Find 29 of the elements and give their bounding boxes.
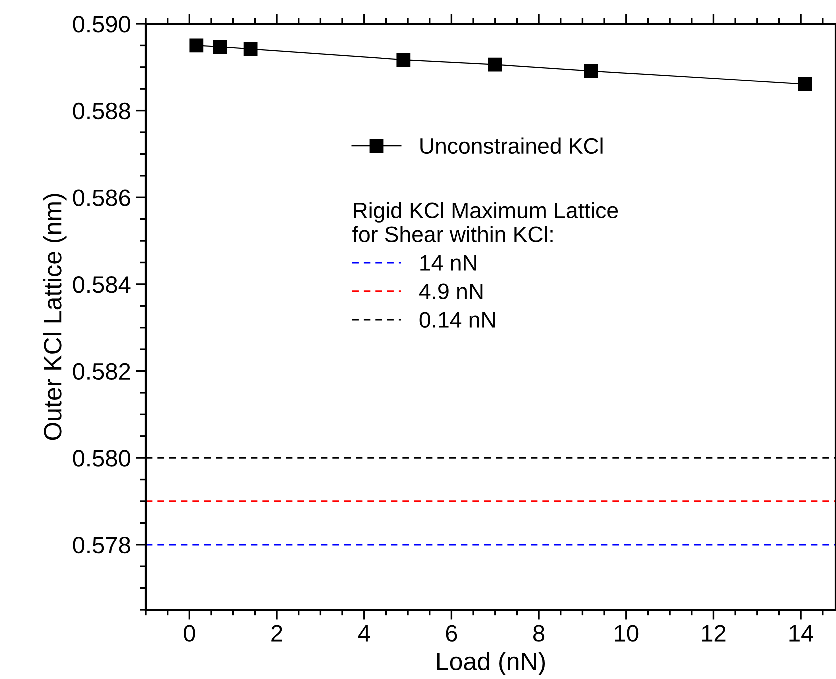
point: [190, 38, 204, 53]
legend-label: 4.9 nN: [419, 284, 483, 300]
point: [244, 42, 258, 56]
y-axis-title: Outer KCl Lattice (nm): [43, 194, 67, 440]
y-tick-label: 0.586: [73, 190, 130, 206]
x-tick-label: 0: [184, 625, 196, 642]
x-axis-title: Load (nN): [437, 652, 546, 676]
legend-title: Rigid KCl Maximum Lattice for Shear within KCl:: [352, 202, 618, 242]
y-tick-label: 0.590: [73, 16, 130, 33]
x-tick-label: 10: [615, 625, 639, 642]
point: [798, 77, 812, 92]
point: [584, 64, 598, 78]
legend-label: Unconstrained KCl: [420, 138, 603, 154]
y-tick-label: 0.584: [73, 276, 131, 294]
legend-label: 0.14 nN: [420, 312, 495, 328]
point: [396, 53, 411, 67]
y-tick-label: 0.582: [73, 363, 130, 380]
y-tick-label: 0.580: [73, 450, 130, 467]
legend-label: 14 nN: [420, 255, 476, 271]
x-tick-label: 14: [790, 625, 814, 642]
point: [213, 40, 228, 54]
x-tick-label: 6: [446, 625, 458, 642]
x-tick-label: 2: [272, 625, 282, 642]
y-tick-label: 0.578: [73, 536, 130, 554]
point: [488, 58, 502, 72]
x-tick-label: 8: [534, 625, 545, 642]
x-tick-label: 12: [702, 625, 726, 642]
y-tick-label: 0.588: [73, 102, 130, 120]
x-tick-label: 4: [358, 625, 370, 642]
